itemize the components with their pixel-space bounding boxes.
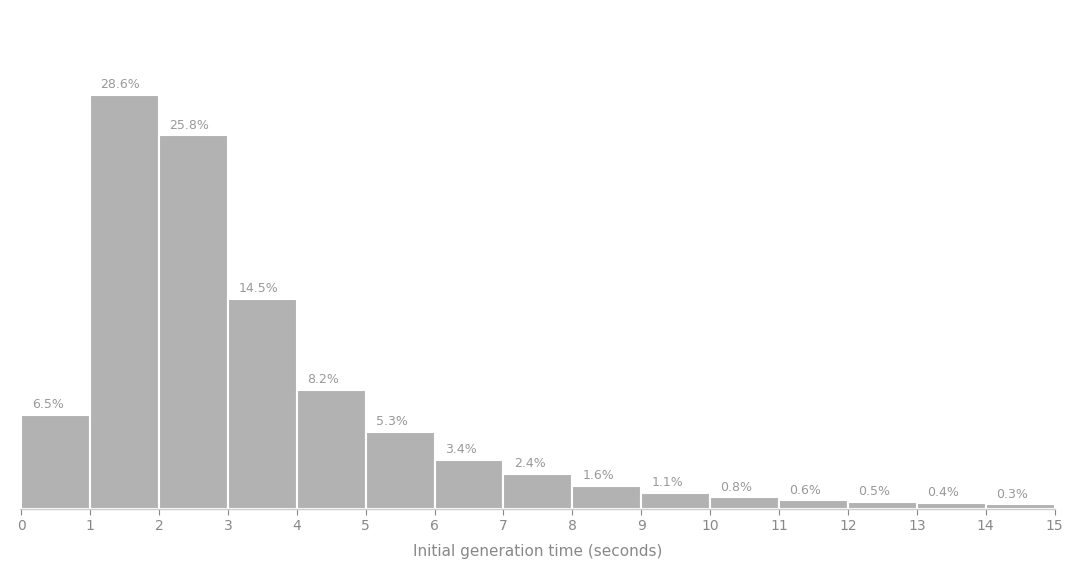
Bar (572, 486, 642, 509)
Bar (91, 95, 159, 509)
Bar (434, 460, 503, 509)
Bar (917, 503, 986, 509)
Bar (986, 505, 1054, 509)
Text: 25.8%: 25.8% (170, 119, 210, 132)
Bar (297, 390, 366, 509)
Text: 3.4%: 3.4% (445, 443, 476, 456)
Bar (779, 500, 848, 509)
Bar (642, 493, 711, 509)
Bar (711, 497, 779, 509)
Text: 0.8%: 0.8% (720, 480, 753, 494)
Text: 5.3%: 5.3% (376, 415, 408, 429)
Bar (228, 299, 297, 509)
Text: 1.1%: 1.1% (651, 476, 684, 489)
Text: 0.3%: 0.3% (996, 488, 1028, 501)
Text: 0.4%: 0.4% (927, 486, 959, 499)
Text: 1.6%: 1.6% (583, 469, 615, 482)
Bar (366, 432, 434, 509)
Text: 28.6%: 28.6% (100, 78, 140, 91)
Bar (503, 474, 572, 509)
Text: 0.6%: 0.6% (789, 483, 821, 497)
Bar (22, 415, 91, 509)
Text: 2.4%: 2.4% (514, 457, 545, 471)
Text: 6.5%: 6.5% (31, 398, 64, 411)
Bar (159, 135, 228, 509)
X-axis label: Initial generation time (seconds): Initial generation time (seconds) (413, 544, 662, 559)
Text: 8.2%: 8.2% (307, 373, 339, 386)
Text: 0.5%: 0.5% (859, 485, 890, 498)
Bar (848, 502, 917, 509)
Text: 14.5%: 14.5% (239, 282, 278, 295)
